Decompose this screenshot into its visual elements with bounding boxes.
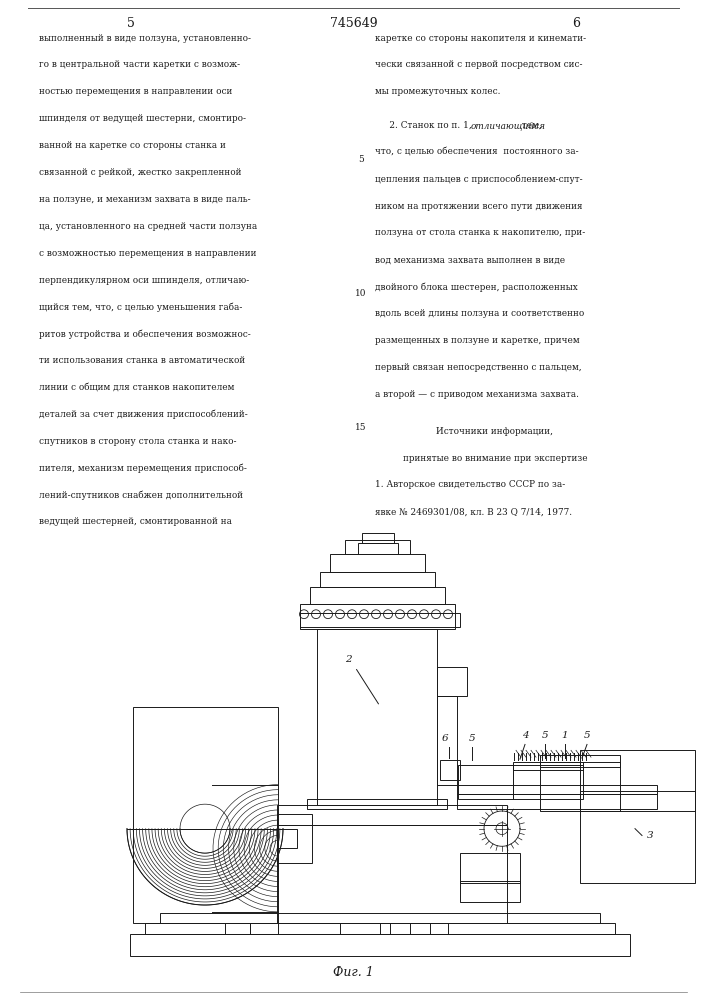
Text: ностью перемещения в направлении оси: ностью перемещения в направлении оси bbox=[39, 87, 233, 96]
Bar bbox=[320, 572, 435, 587]
Text: щийся тем, что, с целью уменьшения габа-: щийся тем, что, с целью уменьшения габа- bbox=[39, 302, 243, 312]
Text: что, с целью обеспечения  постоянного за-: что, с целью обеспечения постоянного за- bbox=[375, 148, 578, 157]
Bar bbox=[540, 755, 620, 767]
Text: ритов устройства и обеспечения возможнос-: ритов устройства и обеспечения возможнос… bbox=[39, 329, 251, 339]
Text: лений-спутников снабжен дополнительной: лений-спутников снабжен дополнительной bbox=[39, 491, 243, 500]
Bar bbox=[225, 923, 250, 934]
Text: 6: 6 bbox=[442, 734, 448, 743]
Text: 4: 4 bbox=[522, 731, 528, 740]
Text: 6: 6 bbox=[572, 17, 580, 30]
Text: 5: 5 bbox=[584, 731, 590, 740]
Bar bbox=[160, 913, 600, 923]
Bar bbox=[300, 604, 455, 629]
Bar bbox=[133, 707, 278, 923]
Bar bbox=[277, 825, 507, 923]
Text: пителя, механизм перемещения приспособ-: пителя, механизм перемещения приспособ- bbox=[39, 464, 247, 473]
Text: спутников в сторону стола станка и нако-: спутников в сторону стола станка и нако- bbox=[39, 437, 236, 446]
Text: 1. Авторское свидетельство СССР по за-: 1. Авторское свидетельство СССР по за- bbox=[375, 480, 565, 489]
Text: перпендикулярном оси шпинделя, отличаю-: перпендикулярном оси шпинделя, отличаю- bbox=[39, 276, 249, 285]
Text: размещенных в ползуне и каретке, причем: размещенных в ползуне и каретке, причем bbox=[375, 336, 579, 345]
Text: ца, установленного на средней части ползуна: ца, установленного на средней части полз… bbox=[39, 222, 257, 231]
Text: ти использования станка в автоматической: ти использования станка в автоматической bbox=[39, 356, 245, 365]
Text: каретке со стороны накопителя и кинемати-: каретке со стороны накопителя и кинемати… bbox=[375, 34, 586, 43]
Text: шпинделя от ведущей шестерни, смонтиро-: шпинделя от ведущей шестерни, смонтиро- bbox=[39, 114, 246, 123]
Text: ванной на каретке со стороны станка и: ванной на каретке со стороны станка и bbox=[39, 141, 226, 150]
Bar bbox=[330, 554, 425, 572]
Text: на ползуне, и механизм захвата в виде паль-: на ползуне, и механизм захвата в виде па… bbox=[39, 195, 250, 204]
Text: явке № 2469301/08, кл. В 23 Q 7/14, 1977.: явке № 2469301/08, кл. В 23 Q 7/14, 1977… bbox=[375, 507, 572, 516]
Text: вод механизма захвата выполнен в виде: вод механизма захвата выполнен в виде bbox=[375, 255, 565, 264]
Bar bbox=[250, 923, 278, 934]
Text: 2. Станок по п. 1,: 2. Станок по п. 1, bbox=[375, 121, 474, 130]
Bar bbox=[130, 934, 630, 956]
Bar bbox=[513, 762, 583, 770]
Text: а второй — с приводом механизма захвата.: а второй — с приводом механизма захвата. bbox=[375, 390, 579, 399]
Bar bbox=[277, 805, 507, 825]
Text: цепления пальцев с приспособлением-спут-: цепления пальцев с приспособлением-спут- bbox=[375, 175, 583, 184]
Text: ником на протяжении всего пути движения: ником на протяжении всего пути движения bbox=[375, 202, 582, 211]
Text: вдоль всей длины ползуна и соответственно: вдоль всей длины ползуна и соответственн… bbox=[375, 309, 584, 318]
Text: деталей за счет движения приспособлений-: деталей за счет движения приспособлений- bbox=[39, 410, 247, 419]
Text: линии с общим для станков накопителем: линии с общим для станков накопителем bbox=[39, 383, 234, 392]
Bar bbox=[457, 794, 657, 809]
Bar bbox=[580, 750, 695, 882]
Text: Фиг. 1: Фиг. 1 bbox=[332, 966, 373, 979]
Text: с возможностью перемещения в направлении: с возможностью перемещения в направлении bbox=[39, 249, 257, 258]
Text: принятые во внимание при экспертизе: принятые во внимание при экспертизе bbox=[402, 454, 588, 463]
Text: тем,: тем, bbox=[518, 121, 542, 130]
Text: чески связанной с первой посредством сис-: чески связанной с первой посредством сис… bbox=[375, 60, 582, 69]
Bar bbox=[362, 533, 394, 543]
Bar bbox=[317, 629, 437, 805]
Bar bbox=[390, 923, 410, 934]
Text: двойного блока шестерен, расположенных: двойного блока шестерен, расположенных bbox=[375, 282, 578, 292]
Bar bbox=[460, 853, 520, 882]
Text: первый связан непосредственно с пальцем,: первый связан непосредственно с пальцем, bbox=[375, 363, 581, 372]
Bar bbox=[145, 923, 615, 934]
Bar bbox=[277, 829, 297, 848]
Text: го в центральной части каретки с возмож-: го в центральной части каретки с возмож- bbox=[39, 60, 240, 69]
Bar bbox=[310, 587, 445, 604]
Text: 5: 5 bbox=[469, 734, 475, 743]
Bar bbox=[437, 667, 467, 696]
Text: 3: 3 bbox=[647, 831, 653, 840]
Text: 5: 5 bbox=[542, 731, 549, 740]
Bar bbox=[300, 613, 460, 627]
Text: 745649: 745649 bbox=[329, 17, 378, 30]
Text: 5: 5 bbox=[358, 155, 363, 164]
Text: 2: 2 bbox=[345, 655, 351, 664]
Text: ползуна от стола станка к накопителю, при-: ползуна от стола станка к накопителю, пр… bbox=[375, 228, 585, 237]
Text: Источники информации,: Источники информации, bbox=[436, 427, 554, 436]
Bar bbox=[458, 765, 513, 799]
Bar bbox=[307, 799, 447, 809]
Bar bbox=[345, 540, 410, 554]
Text: отличающийся: отличающийся bbox=[471, 121, 546, 130]
Text: связанной с рейкой, жестко закрепленной: связанной с рейкой, жестко закрепленной bbox=[39, 168, 241, 177]
Text: 1: 1 bbox=[561, 731, 568, 740]
Bar bbox=[437, 696, 457, 785]
Bar bbox=[430, 923, 448, 934]
Bar bbox=[580, 791, 695, 811]
Bar bbox=[277, 814, 312, 863]
Text: 15: 15 bbox=[355, 423, 366, 432]
Bar bbox=[340, 923, 380, 934]
Text: выполненный в виде ползуна, установленно-: выполненный в виде ползуна, установленно… bbox=[39, 34, 251, 43]
Bar bbox=[358, 543, 398, 554]
Bar bbox=[540, 762, 620, 811]
Text: мы промежуточных колес.: мы промежуточных колес. bbox=[375, 87, 501, 96]
Bar bbox=[460, 881, 520, 902]
Text: 10: 10 bbox=[355, 289, 366, 298]
Bar bbox=[513, 765, 583, 799]
Bar bbox=[457, 785, 657, 794]
Text: ведущей шестерней, смонтированной на: ведущей шестерней, смонтированной на bbox=[39, 517, 232, 526]
Text: 5: 5 bbox=[127, 17, 135, 30]
Bar bbox=[440, 760, 460, 780]
